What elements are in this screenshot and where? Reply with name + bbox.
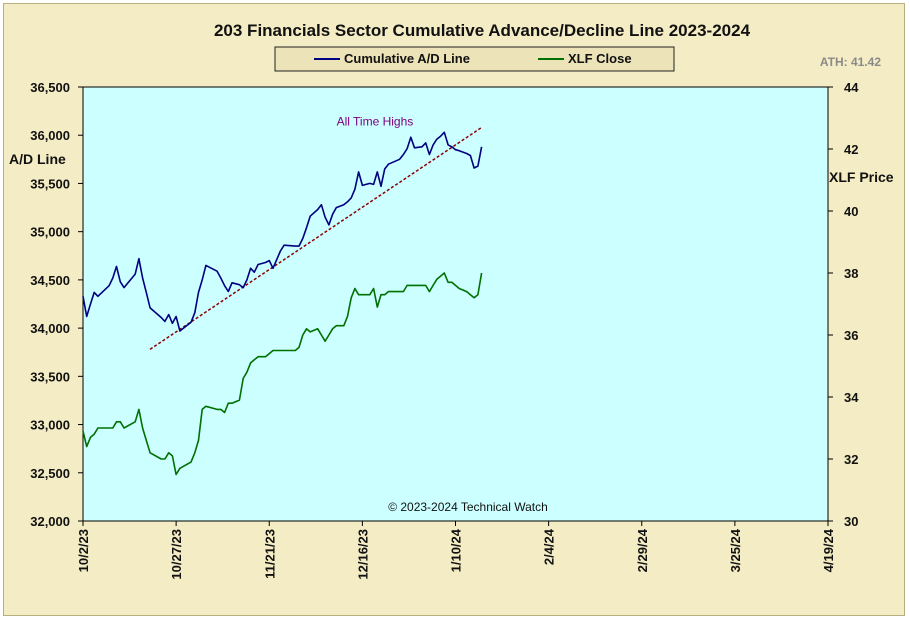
chart-title: 203 Financials Sector Cumulative Advance…: [214, 21, 751, 40]
x-tick-label: 10/2/23: [76, 529, 91, 572]
x-tick-label: 11/21/23: [262, 529, 277, 579]
y-right-tick-label: 32: [844, 452, 858, 467]
y-axis-left-title: A/D Line: [9, 151, 66, 167]
y-right-tick-label: 42: [844, 142, 858, 157]
y-left-tick-label: 33,500: [30, 369, 70, 384]
axes: 32,000 32,500 33,000 33,500 34,000 34,500 35,0…: [30, 80, 859, 580]
y-left-tick-label: 32,500: [30, 466, 70, 481]
y-right-tick-label: 34: [844, 390, 859, 405]
y-left-tick-label: 35,500: [30, 176, 70, 191]
legend-entry-xlf: XLF Close: [568, 51, 632, 66]
x-tick-label: 3/25/24: [728, 528, 743, 572]
y-axis-right-title: XLF Price: [829, 169, 894, 185]
y-left-tick-label: 35,000: [30, 225, 70, 240]
x-tick-label: 12/16/23: [355, 529, 370, 580]
annotation-all-time-highs: All Time Highs: [337, 115, 414, 129]
series-line-ad-line: [82, 131, 483, 332]
x-tick-label: 2/29/24: [635, 528, 650, 572]
series-marks: [82, 126, 483, 476]
y-left-tick-label: 33,000: [30, 418, 70, 433]
y-left-tick-label: 34,500: [30, 273, 70, 288]
y-right-tick-label: 30: [844, 514, 858, 529]
x-tick-label: 10/27/23: [169, 529, 184, 580]
y-left-tick-label: 36,500: [30, 80, 70, 95]
plot-area: [82, 86, 829, 522]
y-right-tick-label: 40: [844, 204, 858, 219]
x-tick-label: 1/10/24: [449, 528, 464, 572]
legend: Cumulative A/D Line XLF Close: [274, 46, 675, 72]
series-line-xlf-close: [82, 272, 483, 476]
copyright-label: © 2023-2024 Technical Watch: [388, 500, 548, 514]
y-right-tick-label: 36: [844, 328, 858, 343]
legend-entry-ad-line: Cumulative A/D Line: [344, 51, 470, 66]
x-tick-label: 2/4/24: [542, 528, 557, 565]
y-left-tick-label: 36,000: [30, 128, 70, 143]
y-right-tick-label: 38: [844, 266, 858, 281]
legend-box: [274, 46, 675, 72]
y-left-tick-label: 34,000: [30, 321, 70, 336]
ath-label: ATH: 41.42: [820, 55, 881, 69]
trendline: [149, 126, 482, 350]
y-right-tick-label: 44: [844, 80, 859, 95]
x-tick-label: 4/19/24: [821, 528, 836, 572]
y-left-tick-label: 32,000: [30, 514, 70, 529]
